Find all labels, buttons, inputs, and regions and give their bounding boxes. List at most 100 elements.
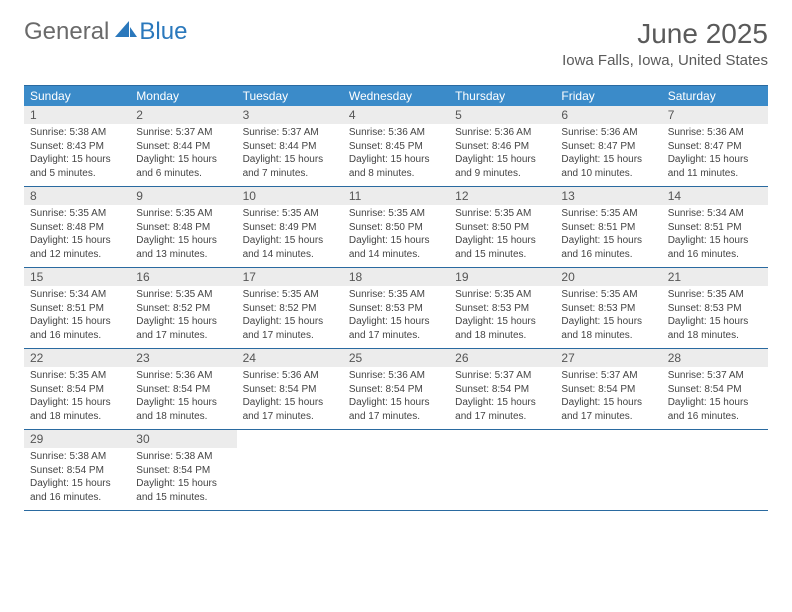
daylight-line: Daylight: 15 hours and 6 minutes. bbox=[136, 153, 230, 180]
daylight-line: Daylight: 15 hours and 9 minutes. bbox=[455, 153, 549, 180]
sunset-line: Sunset: 8:54 PM bbox=[668, 383, 762, 397]
day-cell: 8Sunrise: 5:35 AMSunset: 8:48 PMDaylight… bbox=[24, 187, 130, 267]
week-row: 8Sunrise: 5:35 AMSunset: 8:48 PMDaylight… bbox=[24, 187, 768, 268]
day-cell: 24Sunrise: 5:36 AMSunset: 8:54 PMDayligh… bbox=[237, 349, 343, 429]
weekday-header-row: SundayMondayTuesdayWednesdayThursdayFrid… bbox=[24, 86, 768, 106]
day-cell: 14Sunrise: 5:34 AMSunset: 8:51 PMDayligh… bbox=[662, 187, 768, 267]
daylight-line: Daylight: 15 hours and 18 minutes. bbox=[30, 396, 124, 423]
daylight-line: Daylight: 15 hours and 17 minutes. bbox=[243, 315, 337, 342]
day-body: Sunrise: 5:37 AMSunset: 8:44 PMDaylight:… bbox=[237, 124, 343, 180]
sunrise-line: Sunrise: 5:37 AM bbox=[455, 369, 549, 383]
day-cell: 21Sunrise: 5:35 AMSunset: 8:53 PMDayligh… bbox=[662, 268, 768, 348]
brand-part1: General bbox=[24, 18, 109, 46]
sunset-line: Sunset: 8:51 PM bbox=[30, 302, 124, 316]
daylight-line: Daylight: 15 hours and 17 minutes. bbox=[561, 396, 655, 423]
day-cell: 27Sunrise: 5:37 AMSunset: 8:54 PMDayligh… bbox=[555, 349, 661, 429]
sunset-line: Sunset: 8:43 PM bbox=[30, 140, 124, 154]
sunrise-line: Sunrise: 5:37 AM bbox=[136, 126, 230, 140]
day-cell: 28Sunrise: 5:37 AMSunset: 8:54 PMDayligh… bbox=[662, 349, 768, 429]
day-body: Sunrise: 5:34 AMSunset: 8:51 PMDaylight:… bbox=[24, 286, 130, 342]
day-body: Sunrise: 5:37 AMSunset: 8:54 PMDaylight:… bbox=[662, 367, 768, 423]
sunrise-line: Sunrise: 5:38 AM bbox=[136, 450, 230, 464]
sunrise-line: Sunrise: 5:36 AM bbox=[668, 126, 762, 140]
day-body: Sunrise: 5:35 AMSunset: 8:51 PMDaylight:… bbox=[555, 205, 661, 261]
day-cell: 2 Sunrise: 5:37 AMSunset: 8:44 PMDaylight… bbox=[130, 106, 236, 186]
day-body: Sunrise: 5:35 AMSunset: 8:53 PMDaylight:… bbox=[343, 286, 449, 342]
day-number: 4 bbox=[343, 106, 449, 124]
week-row: 22Sunrise: 5:35 AMSunset: 8:54 PMDayligh… bbox=[24, 349, 768, 430]
sunset-line: Sunset: 8:54 PM bbox=[30, 383, 124, 397]
sunset-line: Sunset: 8:54 PM bbox=[30, 464, 124, 478]
day-cell: . bbox=[343, 430, 449, 510]
sunrise-line: Sunrise: 5:35 AM bbox=[455, 288, 549, 302]
weekday-header: Friday bbox=[555, 86, 661, 106]
sunrise-line: Sunrise: 5:38 AM bbox=[30, 126, 124, 140]
day-cell: 7Sunrise: 5:36 AMSunset: 8:47 PMDaylight… bbox=[662, 106, 768, 186]
day-cell: . bbox=[237, 430, 343, 510]
day-cell: 3Sunrise: 5:37 AMSunset: 8:44 PMDaylight… bbox=[237, 106, 343, 186]
daylight-line: Daylight: 15 hours and 8 minutes. bbox=[349, 153, 443, 180]
daylight-line: Daylight: 15 hours and 17 minutes. bbox=[349, 396, 443, 423]
sunrise-line: Sunrise: 5:35 AM bbox=[455, 207, 549, 221]
sunrise-line: Sunrise: 5:36 AM bbox=[243, 369, 337, 383]
day-body: Sunrise: 5:36 AMSunset: 8:46 PMDaylight:… bbox=[449, 124, 555, 180]
day-number: 12 bbox=[449, 187, 555, 205]
day-cell: . bbox=[662, 430, 768, 510]
month-title: June 2025 bbox=[562, 18, 768, 50]
sunrise-line: Sunrise: 5:37 AM bbox=[668, 369, 762, 383]
daylight-line: Daylight: 15 hours and 16 minutes. bbox=[668, 234, 762, 261]
sunrise-line: Sunrise: 5:35 AM bbox=[349, 207, 443, 221]
day-body: Sunrise: 5:38 AMSunset: 8:54 PMDaylight:… bbox=[24, 448, 130, 504]
day-number: 26 bbox=[449, 349, 555, 367]
sunrise-line: Sunrise: 5:35 AM bbox=[561, 288, 655, 302]
sunrise-line: Sunrise: 5:37 AM bbox=[243, 126, 337, 140]
day-number: 29 bbox=[24, 430, 130, 448]
day-cell: 10Sunrise: 5:35 AMSunset: 8:49 PMDayligh… bbox=[237, 187, 343, 267]
sunrise-line: Sunrise: 5:35 AM bbox=[561, 207, 655, 221]
day-body: Sunrise: 5:35 AMSunset: 8:54 PMDaylight:… bbox=[24, 367, 130, 423]
day-cell: 12Sunrise: 5:35 AMSunset: 8:50 PMDayligh… bbox=[449, 187, 555, 267]
day-number: 15 bbox=[24, 268, 130, 286]
sunset-line: Sunset: 8:47 PM bbox=[668, 140, 762, 154]
calendar-grid: SundayMondayTuesdayWednesdayThursdayFrid… bbox=[24, 85, 768, 511]
weekday-header: Wednesday bbox=[343, 86, 449, 106]
day-cell: 9Sunrise: 5:35 AMSunset: 8:48 PMDaylight… bbox=[130, 187, 236, 267]
daylight-line: Daylight: 15 hours and 13 minutes. bbox=[136, 234, 230, 261]
sunset-line: Sunset: 8:44 PM bbox=[243, 140, 337, 154]
sunset-line: Sunset: 8:48 PM bbox=[30, 221, 124, 235]
sunset-line: Sunset: 8:54 PM bbox=[136, 383, 230, 397]
day-number: 22 bbox=[24, 349, 130, 367]
daylight-line: Daylight: 15 hours and 17 minutes. bbox=[349, 315, 443, 342]
day-cell: 15Sunrise: 5:34 AMSunset: 8:51 PMDayligh… bbox=[24, 268, 130, 348]
day-cell: 23Sunrise: 5:36 AMSunset: 8:54 PMDayligh… bbox=[130, 349, 236, 429]
sunrise-line: Sunrise: 5:35 AM bbox=[30, 207, 124, 221]
sunset-line: Sunset: 8:44 PM bbox=[136, 140, 230, 154]
day-cell: 26Sunrise: 5:37 AMSunset: 8:54 PMDayligh… bbox=[449, 349, 555, 429]
day-number: 19 bbox=[449, 268, 555, 286]
day-number: 2 bbox=[130, 106, 236, 124]
day-cell: . bbox=[449, 430, 555, 510]
week-row: 1Sunrise: 5:38 AMSunset: 8:43 PMDaylight… bbox=[24, 106, 768, 187]
day-body: Sunrise: 5:37 AMSunset: 8:54 PMDaylight:… bbox=[449, 367, 555, 423]
sunset-line: Sunset: 8:53 PM bbox=[561, 302, 655, 316]
day-number: 23 bbox=[130, 349, 236, 367]
daylight-line: Daylight: 15 hours and 16 minutes. bbox=[561, 234, 655, 261]
sunset-line: Sunset: 8:53 PM bbox=[349, 302, 443, 316]
day-number: 11 bbox=[343, 187, 449, 205]
daylight-line: Daylight: 15 hours and 16 minutes. bbox=[30, 477, 124, 504]
day-number: 25 bbox=[343, 349, 449, 367]
day-body: Sunrise: 5:36 AMSunset: 8:47 PMDaylight:… bbox=[662, 124, 768, 180]
sunset-line: Sunset: 8:52 PM bbox=[136, 302, 230, 316]
day-body: Sunrise: 5:34 AMSunset: 8:51 PMDaylight:… bbox=[662, 205, 768, 261]
sunset-line: Sunset: 8:46 PM bbox=[455, 140, 549, 154]
sunset-line: Sunset: 8:53 PM bbox=[455, 302, 549, 316]
daylight-line: Daylight: 15 hours and 17 minutes. bbox=[455, 396, 549, 423]
day-cell: 5Sunrise: 5:36 AMSunset: 8:46 PMDaylight… bbox=[449, 106, 555, 186]
sunset-line: Sunset: 8:54 PM bbox=[455, 383, 549, 397]
day-cell: 25Sunrise: 5:36 AMSunset: 8:54 PMDayligh… bbox=[343, 349, 449, 429]
sunrise-line: Sunrise: 5:36 AM bbox=[136, 369, 230, 383]
day-body: Sunrise: 5:35 AMSunset: 8:52 PMDaylight:… bbox=[237, 286, 343, 342]
week-row: 29Sunrise: 5:38 AMSunset: 8:54 PMDayligh… bbox=[24, 430, 768, 511]
day-body: Sunrise: 5:35 AMSunset: 8:50 PMDaylight:… bbox=[449, 205, 555, 261]
daylight-line: Daylight: 15 hours and 12 minutes. bbox=[30, 234, 124, 261]
